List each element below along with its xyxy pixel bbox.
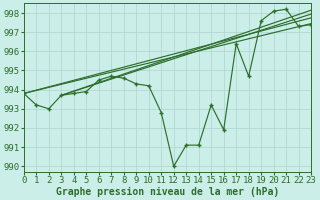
- X-axis label: Graphe pression niveau de la mer (hPa): Graphe pression niveau de la mer (hPa): [56, 186, 279, 197]
